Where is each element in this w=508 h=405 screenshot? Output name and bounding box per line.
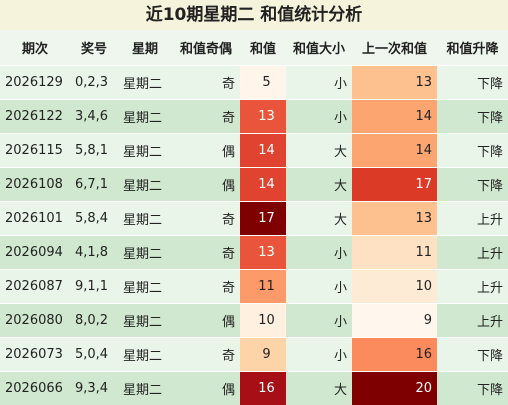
table-cell: 奇 bbox=[172, 269, 240, 303]
table-cell: 8,0,2 bbox=[70, 303, 118, 337]
header-cell: 和值大小 bbox=[292, 42, 345, 57]
table-cell: 17 bbox=[240, 201, 286, 235]
table-cell: 星期二 bbox=[118, 303, 172, 337]
table-cell: 星期二 bbox=[118, 235, 172, 269]
header-cell: 期次 bbox=[21, 42, 48, 57]
table-cell: 小 bbox=[286, 303, 352, 337]
table-cell: 2026115 bbox=[0, 133, 70, 167]
header-cell: 星期 bbox=[131, 42, 158, 57]
table-cell: 上升 bbox=[437, 303, 508, 337]
table-cell: 下降 bbox=[437, 371, 508, 405]
table-cell: 14 bbox=[240, 167, 286, 201]
table-cell: 5,0,4 bbox=[70, 337, 118, 371]
table-cell: 上升 bbox=[437, 235, 508, 269]
table-cell: 奇 bbox=[172, 235, 240, 269]
table-cell: 星期二 bbox=[118, 337, 172, 371]
table-cell: 2026080 bbox=[0, 303, 70, 337]
table-cell: 2026108 bbox=[0, 167, 70, 201]
table-cell: 星期二 bbox=[118, 371, 172, 405]
table-cell: 16 bbox=[240, 371, 286, 405]
table-cell: 星期二 bbox=[118, 133, 172, 167]
table-cell: 0,2,3 bbox=[70, 65, 118, 99]
table-cell: 奇 bbox=[172, 99, 240, 133]
table-cell: 14 bbox=[352, 133, 437, 167]
table-cell: 16 bbox=[352, 337, 437, 371]
table-cell: 9,3,4 bbox=[70, 371, 118, 405]
table-cell: 下降 bbox=[437, 133, 508, 167]
table-cell: 5 bbox=[240, 65, 286, 99]
table-cell: 下降 bbox=[437, 167, 508, 201]
table-cell: 5,8,1 bbox=[70, 133, 118, 167]
table-cell: 20 bbox=[352, 371, 437, 405]
table-cell: 10 bbox=[240, 303, 286, 337]
table-cell: 3,4,6 bbox=[70, 99, 118, 133]
table-cell: 11 bbox=[352, 235, 437, 269]
table-cell: 小 bbox=[286, 337, 352, 371]
table-cell: 9 bbox=[240, 337, 286, 371]
table-cell: 奇 bbox=[172, 337, 240, 371]
table-cell: 13 bbox=[352, 65, 437, 99]
table-cell: 大 bbox=[286, 133, 352, 167]
table-cell: 上升 bbox=[437, 201, 508, 235]
table-cell: 2026066 bbox=[0, 371, 70, 405]
table-cell: 2026087 bbox=[0, 269, 70, 303]
table-cell: 5,8,4 bbox=[70, 201, 118, 235]
table-cell: 星期二 bbox=[118, 99, 172, 133]
header-cell: 奖号 bbox=[80, 42, 107, 57]
table-cell: 4,1,8 bbox=[70, 235, 118, 269]
table-cell: 2026073 bbox=[0, 337, 70, 371]
table-cell: 大 bbox=[286, 201, 352, 235]
table-cell: 13 bbox=[240, 235, 286, 269]
table-cell: 6,7,1 bbox=[70, 167, 118, 201]
table-cell: 小 bbox=[286, 269, 352, 303]
table-cell: 星期二 bbox=[118, 269, 172, 303]
table-cell: 小 bbox=[286, 235, 352, 269]
table-cell: 偶 bbox=[172, 371, 240, 405]
table-cell: 2026122 bbox=[0, 99, 70, 133]
header-cell: 和值奇偶 bbox=[179, 42, 232, 57]
table-cell: 偶 bbox=[172, 133, 240, 167]
table-cell: 星期二 bbox=[118, 65, 172, 99]
table-cell: 星期二 bbox=[118, 167, 172, 201]
table-cell: 大 bbox=[286, 371, 352, 405]
table-cell: 上升 bbox=[437, 269, 508, 303]
table-cell: 2026101 bbox=[0, 201, 70, 235]
header-cell: 上一次和值 bbox=[361, 42, 427, 57]
table-cell: 14 bbox=[240, 133, 286, 167]
table-cell: 2026094 bbox=[0, 235, 70, 269]
header-row bbox=[0, 30, 508, 65]
table-cell: 奇 bbox=[172, 201, 240, 235]
table-cell: 偶 bbox=[172, 303, 240, 337]
table-cell: 11 bbox=[240, 269, 286, 303]
table-cell: 14 bbox=[352, 99, 437, 133]
table-cell: 9 bbox=[352, 303, 437, 337]
title: 近10期星期二 和值统计分析 bbox=[0, 0, 508, 31]
table-cell: 星期二 bbox=[118, 201, 172, 235]
table-cell: 17 bbox=[352, 167, 437, 201]
table-cell: 13 bbox=[240, 99, 286, 133]
table-cell: 奇 bbox=[172, 65, 240, 99]
table-cell: 下降 bbox=[437, 65, 508, 99]
table-cell: 下降 bbox=[437, 99, 508, 133]
table-cell: 大 bbox=[286, 167, 352, 201]
table-cell: 2026129 bbox=[0, 65, 70, 99]
table-cell: 小 bbox=[286, 99, 352, 133]
table-cell: 偶 bbox=[172, 167, 240, 201]
table-cell: 10 bbox=[352, 269, 437, 303]
header-cell: 和值 bbox=[249, 42, 276, 57]
table-cell: 13 bbox=[352, 201, 437, 235]
table-cell: 9,1,1 bbox=[70, 269, 118, 303]
table-cell: 下降 bbox=[437, 337, 508, 371]
table-cell: 小 bbox=[286, 65, 352, 99]
header-cell: 和值升降 bbox=[446, 42, 499, 57]
